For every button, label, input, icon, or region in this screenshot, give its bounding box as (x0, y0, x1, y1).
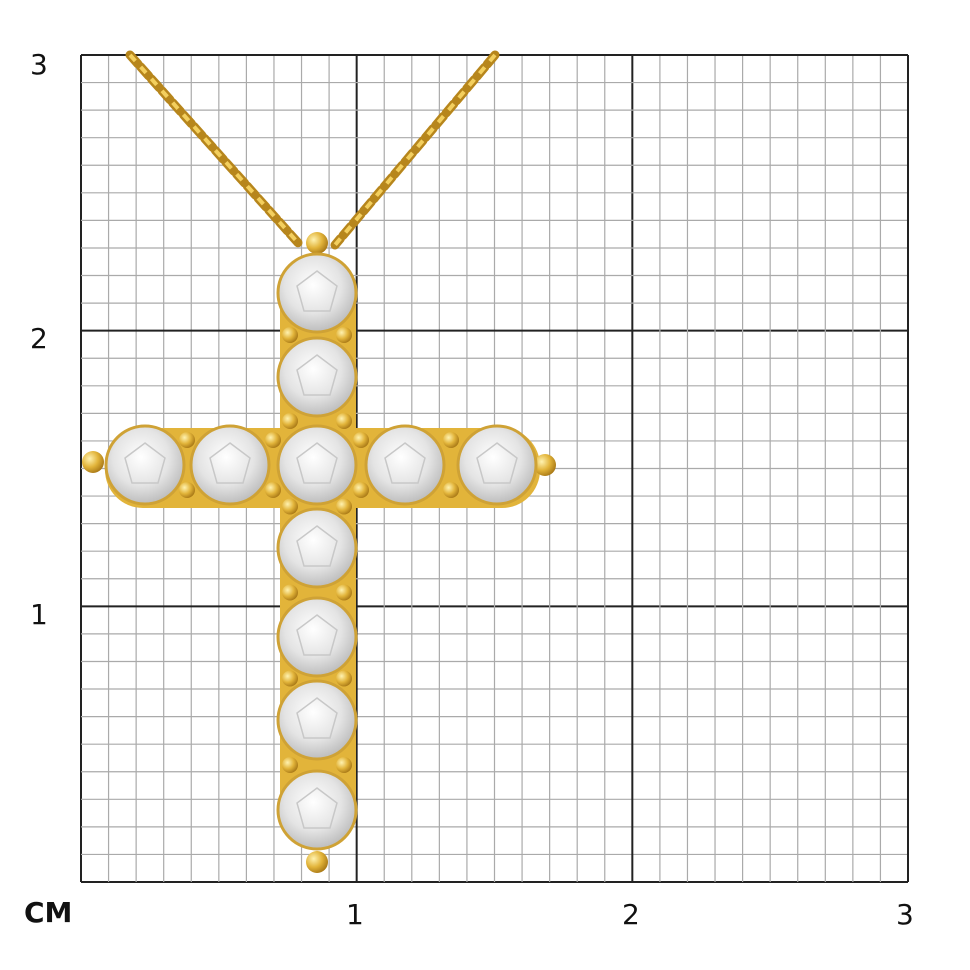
diamond-stone (276, 252, 358, 334)
stone-facets (296, 787, 338, 829)
prong (282, 327, 298, 343)
prong (443, 432, 459, 448)
diamond-stone (276, 596, 358, 678)
prong (282, 757, 298, 773)
prong (179, 482, 195, 498)
y-tick-2: 2 (30, 322, 48, 355)
stone-facets (296, 354, 338, 396)
prong (336, 757, 352, 773)
diamond-stone (276, 336, 358, 418)
diamond-stone (276, 769, 358, 851)
prong (282, 413, 298, 429)
end-prong (534, 454, 556, 476)
x-tick-2: 2 (622, 898, 640, 931)
prong (336, 413, 352, 429)
stone-facets (296, 270, 338, 312)
chain-strand (330, 50, 500, 250)
stone-facets (296, 614, 338, 656)
x-tick-3: 3 (896, 898, 914, 931)
stone-facets (476, 442, 518, 484)
prong (282, 498, 298, 515)
prong (336, 584, 352, 601)
prong (336, 498, 352, 515)
prong (336, 670, 352, 687)
diamond-stone (276, 507, 358, 589)
diamond-stone (104, 424, 186, 506)
stone-facets (296, 525, 338, 567)
prong (443, 482, 459, 498)
stone-facets (296, 697, 338, 739)
prong (265, 432, 281, 448)
diamond-stone (456, 424, 538, 506)
prong (353, 482, 369, 498)
end-prong (82, 451, 104, 473)
unit-label: CM (24, 896, 72, 929)
prong (336, 327, 352, 343)
cross-pendant (82, 232, 556, 873)
prong (265, 482, 281, 498)
prong (282, 584, 298, 601)
end-prong (306, 232, 328, 254)
stone-facets (209, 442, 251, 484)
diamond-stone (189, 424, 271, 506)
end-prong (306, 851, 328, 873)
chain-links (128, 53, 302, 247)
diamond-stone (276, 679, 358, 761)
stone-facets (296, 442, 338, 484)
stone-facets (124, 442, 166, 484)
x-tick-1: 1 (346, 898, 364, 931)
y-tick-3: 3 (30, 48, 48, 81)
stone-facets (384, 442, 426, 484)
y-tick-1: 1 (30, 598, 48, 631)
diamond-stone (364, 424, 446, 506)
prong (179, 432, 195, 448)
chain (125, 50, 500, 250)
prong (353, 432, 369, 448)
diamond-stone (276, 424, 358, 506)
prong (282, 670, 298, 687)
